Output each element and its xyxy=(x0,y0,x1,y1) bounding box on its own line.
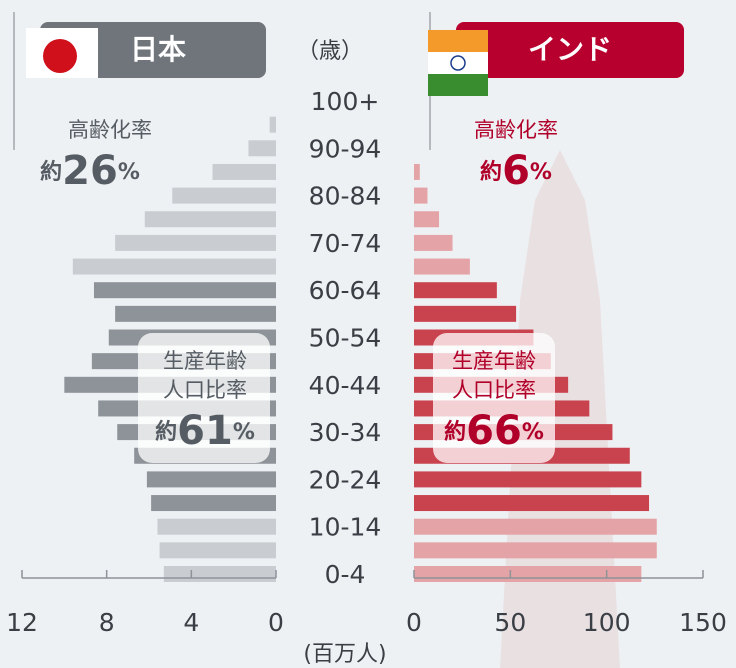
x-unit: (百万人) xyxy=(303,642,386,667)
value-prefix: 約 xyxy=(480,159,502,185)
bar xyxy=(93,282,276,299)
annotation-label: 生産年齢 xyxy=(452,349,536,373)
bar xyxy=(72,258,276,275)
x-tick-label: 0 xyxy=(268,608,284,637)
value-prefix: 約 xyxy=(155,419,177,445)
panel-title: インド xyxy=(528,33,612,66)
bar xyxy=(157,518,276,535)
value-number: 6 xyxy=(502,148,530,194)
annotation-label: 高齢化率 xyxy=(474,118,558,142)
flag-wheel xyxy=(450,55,466,71)
bar xyxy=(414,282,497,299)
age-label: 30-34 xyxy=(309,418,382,447)
age-label: 50-54 xyxy=(309,324,382,353)
bar xyxy=(115,305,276,322)
value-prefix: 約 xyxy=(40,159,62,185)
flag-sun xyxy=(43,39,77,73)
bar xyxy=(414,234,453,251)
bar xyxy=(212,163,276,180)
bar xyxy=(414,305,517,322)
age-label: 10-14 xyxy=(309,513,382,542)
value-number: 26 xyxy=(62,148,118,194)
age-label: 60-64 xyxy=(309,276,382,305)
bar xyxy=(159,542,276,559)
age-label: 90-94 xyxy=(309,134,382,163)
flag-stripe xyxy=(428,30,488,52)
x-tick-label: 100 xyxy=(583,608,631,637)
age-unit: （歳） xyxy=(297,39,363,64)
value-suffix: % xyxy=(530,160,552,185)
bar xyxy=(115,234,276,251)
x-tick-label: 4 xyxy=(183,608,199,637)
bar xyxy=(414,211,440,228)
x-tick-label: 8 xyxy=(99,608,115,637)
annotation-label: 生産年齢 xyxy=(163,349,247,373)
value-suffix: % xyxy=(233,420,255,445)
bar xyxy=(151,495,276,512)
bar xyxy=(414,518,657,535)
bar xyxy=(163,566,276,582)
x-tick-label: 150 xyxy=(679,608,727,637)
bar xyxy=(414,471,642,488)
age-label: 100+ xyxy=(311,87,380,116)
age-label: 40-44 xyxy=(309,371,382,400)
title-box xyxy=(456,22,684,78)
x-tick-label: 12 xyxy=(6,608,38,637)
bar xyxy=(414,163,420,180)
x-tick-label: 0 xyxy=(406,608,422,637)
annotation-value: 約26% xyxy=(40,148,140,194)
flag-stripe xyxy=(428,74,488,96)
annotation-value: 約6% xyxy=(480,148,552,194)
annotation-value: 約66% xyxy=(444,408,544,454)
bar xyxy=(248,140,276,157)
age-label: 80-84 xyxy=(309,182,382,211)
bar xyxy=(414,495,650,512)
age-label: 20-24 xyxy=(309,465,382,494)
bar xyxy=(172,187,276,204)
annotation-value: 約61% xyxy=(155,408,255,454)
bar xyxy=(144,211,276,228)
bar xyxy=(414,258,470,275)
value-number: 66 xyxy=(466,408,522,454)
value-suffix: % xyxy=(118,160,140,185)
annotation-box xyxy=(138,333,270,463)
bar xyxy=(414,542,657,559)
x-tick-label: 50 xyxy=(494,608,526,637)
value-number: 61 xyxy=(177,408,233,454)
annotation-label: 人口比率 xyxy=(163,378,247,402)
bar xyxy=(414,187,428,204)
bar xyxy=(146,471,276,488)
annotation-box xyxy=(433,333,555,463)
annotation-label: 高齢化率 xyxy=(68,118,152,142)
annotation-label: 人口比率 xyxy=(452,378,536,402)
flag-stripe xyxy=(428,52,488,74)
age-label: 0-4 xyxy=(325,560,366,589)
age-label: 70-74 xyxy=(309,229,382,258)
value-suffix: % xyxy=(522,420,544,445)
bar xyxy=(269,116,276,133)
value-prefix: 約 xyxy=(444,419,466,445)
panel-title: 日本 xyxy=(130,33,186,66)
